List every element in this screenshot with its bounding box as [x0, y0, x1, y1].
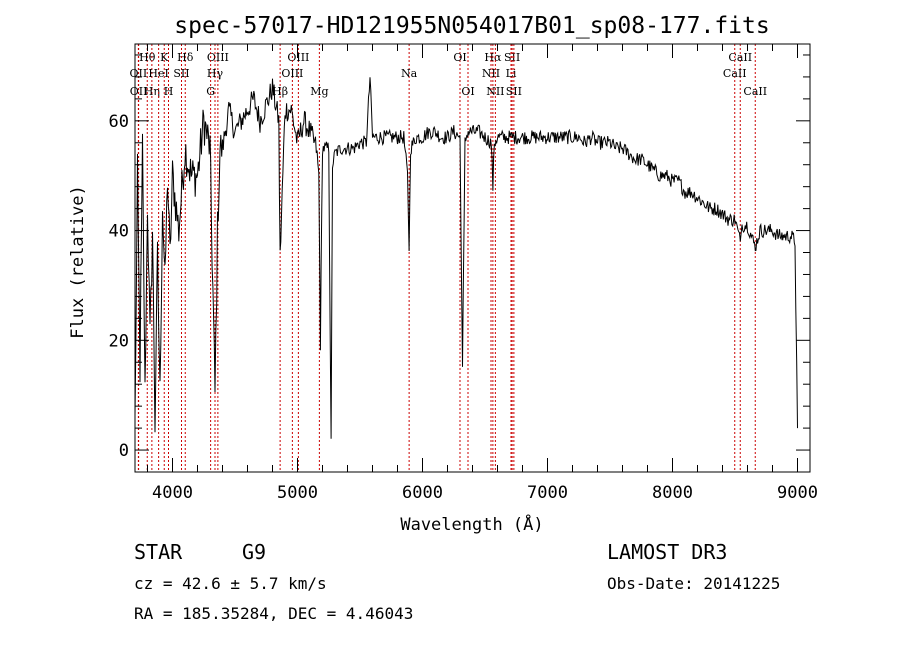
spectral-line-label: CaII — [743, 85, 767, 98]
x-tick-label: 6000 — [402, 483, 443, 503]
spectral-line-label: NII — [486, 85, 504, 98]
series-layer — [134, 77, 798, 439]
x-tick-label: 7000 — [527, 483, 568, 503]
spectral-line-label: NII — [482, 67, 500, 80]
coordinates: RA = 185.35284, DEC = 4.46043 — [134, 604, 414, 623]
chart-title: spec-57017-HD121955N054017B01_sp08-177.f… — [174, 13, 769, 39]
spectral-line-label: OIII — [281, 67, 303, 80]
x-tick-label: 9000 — [777, 483, 818, 503]
spectral-line-label: SII — [506, 85, 522, 98]
spectral-line-label: SII — [504, 51, 520, 64]
spectral-line-label: CaII — [723, 67, 747, 80]
plot-frame — [134, 43, 811, 473]
x-axis-title: Wavelength (Å) — [400, 513, 543, 535]
spectral-line-label: OI — [453, 51, 466, 64]
survey-name: LAMOST DR3 — [607, 540, 728, 564]
spectral-line-label: G — [206, 85, 215, 98]
y-tick-label: 20 — [109, 331, 129, 351]
spectral-line-label: Hβ — [272, 85, 288, 98]
spectral-line-label: OII — [130, 85, 148, 98]
spectral-line-label: H — [164, 85, 174, 98]
observation-date: Obs-Date: 20141225 — [607, 574, 781, 593]
spectral-line-label: Hδ — [177, 51, 194, 64]
y-tick-label: 40 — [109, 222, 129, 242]
subclass: G9 — [242, 540, 267, 564]
spectral-line-label: CaII — [728, 51, 752, 64]
spectral-line-label: HeI — [148, 67, 168, 80]
series-line-flux — [134, 77, 798, 439]
spectral-line-label: Hα — [484, 51, 502, 64]
y-axis-title: Flux (relative) — [68, 185, 88, 339]
spectral-line-label: Hθ — [139, 51, 156, 64]
redshift-velocity: cz = 42.6 ± 5.7 km/s — [134, 574, 327, 593]
x-tick-label: 8000 — [652, 483, 693, 503]
x-tick-label: 4000 — [152, 483, 193, 503]
spectral-line-label: Mg — [310, 85, 328, 98]
y-tick-label: 0 — [119, 441, 129, 461]
y-tick-label: 60 — [109, 112, 129, 132]
axes: 4000 5000 6000 7000 8000 9000 0 20 40 60 — [109, 43, 818, 503]
object-type: STAR — [134, 540, 183, 564]
x-tick-label: 5000 — [277, 483, 318, 503]
spectral-line-label: SII — [173, 67, 189, 80]
spectral-line-label: Li — [506, 67, 517, 80]
spectral-line-label: OIII — [207, 51, 229, 64]
spectral-line-label: K — [160, 51, 169, 64]
spectral-line-label: Na — [401, 67, 418, 80]
spectral-line-label: Hη — [144, 85, 160, 98]
spectral-line-label: OIII — [287, 51, 309, 64]
spectral-line-label: OI — [461, 85, 474, 98]
spectral-line-label: Hγ — [207, 67, 224, 80]
